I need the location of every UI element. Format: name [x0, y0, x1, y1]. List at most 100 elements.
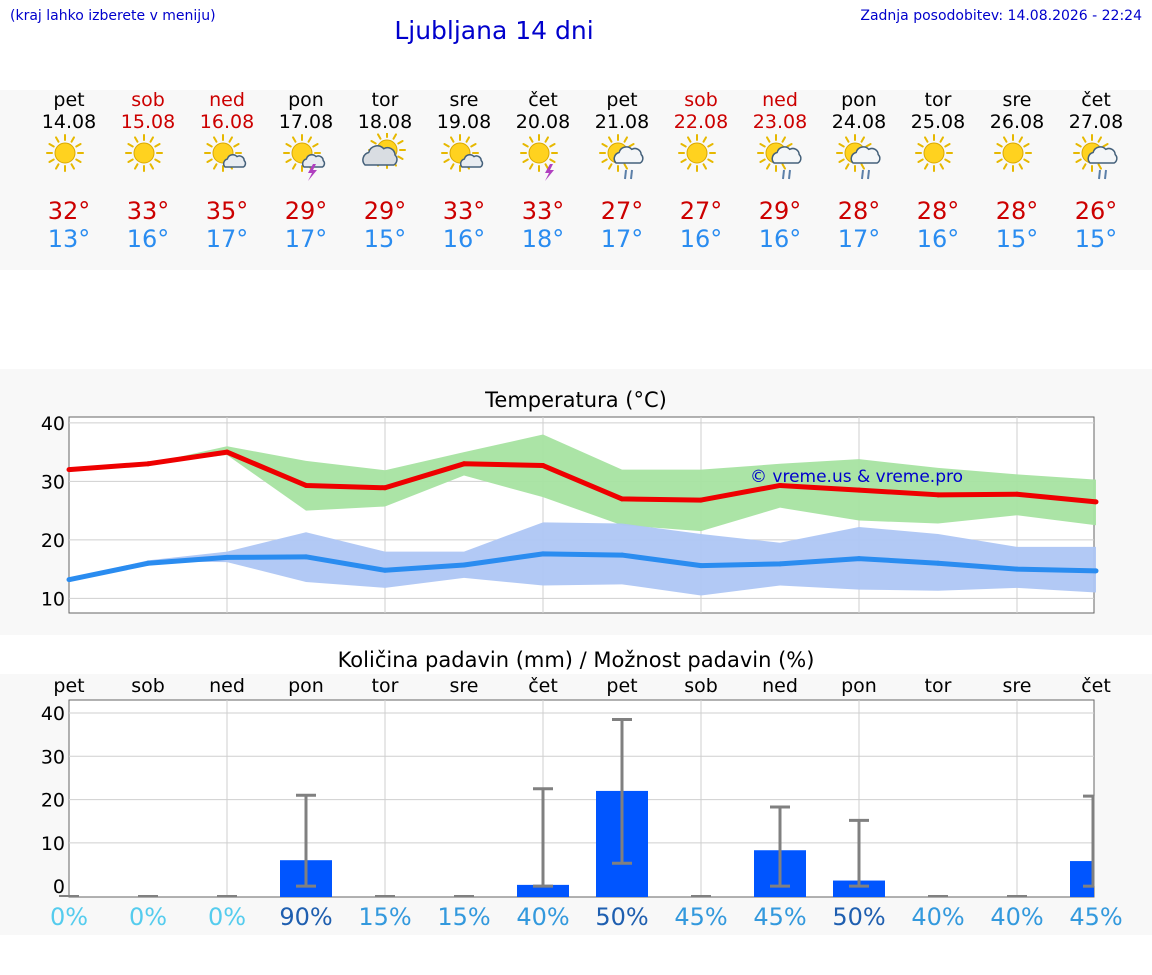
forecast-tmin: 15°	[1074, 225, 1118, 253]
precipitation-bar	[833, 880, 885, 897]
precipitation-chance: 45%	[674, 903, 728, 931]
precipitation-day-label: sre	[449, 675, 479, 697]
tmax-point	[382, 485, 388, 491]
temperature-chart: 10 20 30 40	[41, 413, 1099, 614]
tmin-point	[540, 551, 546, 557]
forecast-tmax: 27°	[600, 197, 644, 225]
precipitation-chance: 90%	[279, 903, 333, 931]
forecast-tmax: 33°	[126, 197, 170, 225]
temperature-chart-title: Temperatura (°C)	[485, 388, 667, 412]
forecast-day-date: 14.08	[41, 111, 97, 133]
precipitation-day-label: čet	[528, 675, 558, 697]
forecast-day-date: 18.08	[357, 111, 413, 133]
forecast-strip	[0, 90, 1152, 270]
forecast-day-name: čet	[1081, 89, 1111, 111]
tmin-point	[856, 556, 862, 562]
tmax-point	[224, 449, 230, 455]
precipitation-chance: 40%	[990, 903, 1044, 931]
temperature-y-tick: 40	[41, 413, 65, 435]
precipitation-y-tick: 0	[53, 876, 65, 898]
forecast-tmax: 33°	[521, 197, 565, 225]
tmin-point	[461, 562, 467, 568]
watermark: © vreme.us & vreme.pro	[750, 467, 964, 487]
sun-thunder-icon	[520, 134, 558, 181]
precipitation-chance: 0%	[207, 903, 247, 931]
forecast-day-name: sob	[684, 89, 718, 111]
forecast-day-date: 27.08	[1068, 111, 1124, 133]
forecast-day-name: pet	[53, 89, 85, 111]
precipitation-chance: 0%	[49, 903, 89, 931]
forecast-day-name: sre	[449, 89, 479, 111]
tmax-point	[698, 497, 704, 503]
precipitation-chance: 45%	[1069, 903, 1123, 931]
forecast-tmax: 29°	[284, 197, 328, 225]
forecast-days: pet 14.08 32° 13° sob 15.08 33° 16° ned 16.08 35° 1…	[0, 0, 1152, 280]
forecast-day-name: sob	[131, 89, 165, 111]
sun-icon	[46, 134, 84, 172]
forecast-day-name: sre	[1002, 89, 1032, 111]
sun-cloud-rain-icon	[836, 134, 881, 180]
last-updated: Zadnja posodobitev: 14.08.2026 - 22:24	[860, 8, 1142, 24]
precipitation-chart-title: Količina padavin (mm) / Možnost padavin …	[337, 648, 815, 672]
precipitation-y-tick: 40	[41, 703, 65, 725]
tmin-point	[619, 552, 625, 558]
precipitation-chance: 50%	[595, 903, 649, 931]
precipitation-day-label: ned	[209, 675, 245, 697]
tmax-point	[777, 482, 783, 488]
forecast-day-date: 15.08	[120, 111, 176, 133]
precipitation-day-label: sre	[1002, 675, 1032, 697]
forecast-day-name: ned	[762, 89, 798, 111]
precipitation-day-label: sob	[684, 675, 718, 697]
tmax-point	[145, 461, 151, 467]
tmin-point	[303, 554, 309, 560]
forecast-tmax: 28°	[916, 197, 960, 225]
tmax-point	[66, 467, 72, 473]
tmax-point	[1093, 499, 1099, 505]
tmax-point	[303, 482, 309, 488]
forecast-day-date: 20.08	[515, 111, 571, 133]
tmin-point	[145, 560, 151, 566]
forecast-day-name: tor	[924, 89, 952, 111]
forecast-day-date: 25.08	[910, 111, 966, 133]
forecast-day-date: 21.08	[594, 111, 650, 133]
precipitation-day-label: pon	[288, 675, 324, 697]
sun-small-cloud-icon	[204, 134, 247, 172]
sun-icon	[915, 134, 953, 172]
tmin-range-band	[69, 522, 1096, 596]
tmin-point	[382, 567, 388, 573]
forecast-tmin: 17°	[600, 225, 644, 253]
precipitation-chance: 50%	[832, 903, 886, 931]
precipitation-y-tick: 20	[41, 790, 65, 812]
page-title: Ljubljana 14 dni	[394, 16, 594, 45]
forecast-day-date: 19.08	[436, 111, 492, 133]
forecast-tmax: 26°	[1074, 197, 1118, 225]
forecast-tmin: 15°	[363, 225, 407, 253]
precipitation-day-label: pet	[53, 675, 85, 697]
tmin-point	[777, 561, 783, 567]
tmin-point	[66, 577, 72, 583]
forecast-tmin: 16°	[442, 225, 486, 253]
forecast-tmin: 16°	[126, 225, 170, 253]
precipitation-chance: 15%	[358, 903, 412, 931]
precipitation-chance: 40%	[911, 903, 965, 931]
precipitation-day-label: ned	[762, 675, 798, 697]
forecast-day-name: čet	[528, 89, 558, 111]
precipitation-day-label: čet	[1081, 675, 1111, 697]
sun-cloud-rain-icon	[757, 134, 802, 180]
forecast-day-name: pon	[841, 89, 877, 111]
forecast-tmin: 17°	[284, 225, 328, 253]
tmin-point	[1014, 566, 1020, 572]
tmax-point	[935, 492, 941, 498]
forecast-tmin: 16°	[679, 225, 723, 253]
forecast-tmax: 29°	[363, 197, 407, 225]
precipitation-chance: 0%	[128, 903, 168, 931]
forecast-tmin: 15°	[995, 225, 1039, 253]
precipitation-day-label: pon	[841, 675, 877, 697]
tmin-point	[1093, 568, 1099, 574]
region-hint: (kraj lahko izberete v meniju)	[10, 8, 216, 24]
precipitation-bar	[517, 884, 569, 897]
forecast-day-name: pon	[288, 89, 324, 111]
forecast-day-date: 17.08	[278, 111, 334, 133]
forecast-tmin: 17°	[837, 225, 881, 253]
tmin-point	[224, 554, 230, 560]
